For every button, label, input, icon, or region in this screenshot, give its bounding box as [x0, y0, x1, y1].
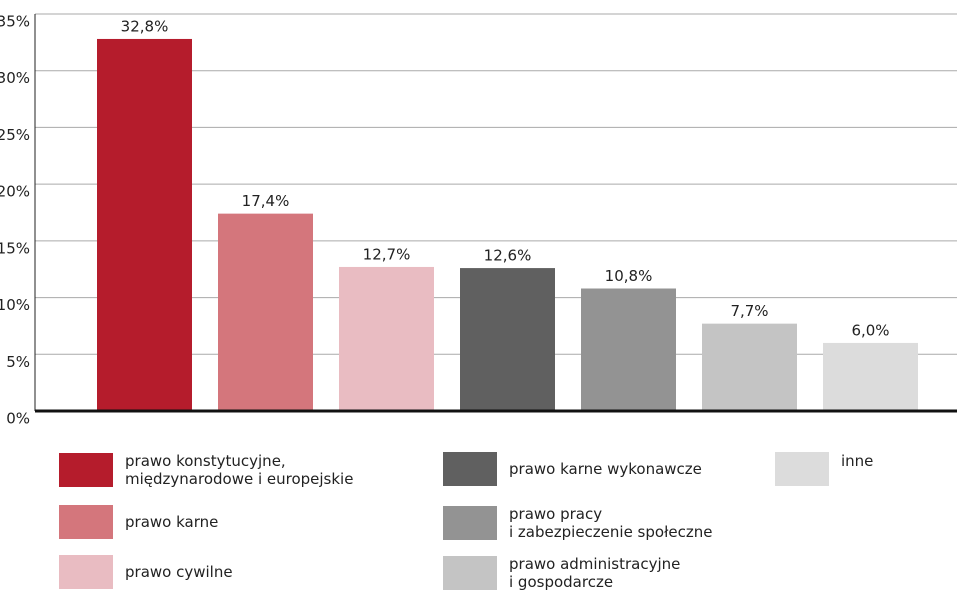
legend-label: prawo karne — [125, 513, 219, 531]
legend-swatch — [59, 453, 113, 487]
legend-swatch — [443, 556, 497, 590]
y-tick-label: 30% — [0, 69, 30, 87]
value-label: 12,6% — [484, 247, 532, 265]
legend-label: prawo cywilne — [125, 563, 233, 581]
y-tick-label: 10% — [0, 296, 30, 314]
value-label: 6,0% — [851, 321, 889, 339]
legend-swatch — [443, 506, 497, 540]
legend-item: prawo cywilne — [59, 555, 233, 589]
bar — [339, 266, 434, 411]
value-label: 7,7% — [730, 302, 768, 320]
legend-label: inne — [841, 452, 874, 470]
bar — [581, 288, 676, 411]
bar — [702, 323, 797, 411]
bar — [460, 268, 555, 411]
y-tick-label: 35% — [0, 13, 30, 31]
legend-label: prawo konstytucyjne, międzynarodowe i eu… — [125, 452, 354, 488]
legend-item: prawo karne — [59, 505, 218, 539]
legend-label: prawo administracyjne i gospodarcze — [509, 555, 681, 591]
legend-swatch — [59, 505, 113, 539]
bar — [218, 213, 313, 411]
legend-swatch — [59, 555, 113, 589]
legend-label: prawo karne wykonawcze — [509, 460, 702, 478]
y-tick-label: 5% — [6, 353, 30, 371]
legend-item: prawo administracyjne i gospodarcze — [443, 555, 680, 591]
value-label: 17,4% — [242, 192, 290, 210]
legend-swatch — [775, 452, 829, 486]
y-tick-label: 15% — [0, 239, 30, 257]
y-tick-label: 0% — [6, 410, 30, 428]
value-label: 32,8% — [121, 17, 169, 35]
value-label: 12,7% — [363, 245, 411, 263]
value-label: 10,8% — [605, 267, 653, 285]
legend-item: prawo pracy i zabezpieczenie społeczne — [443, 505, 712, 541]
legend-item: prawo konstytucyjne, międzynarodowe i eu… — [59, 452, 353, 488]
legend-label: prawo pracy i zabezpieczenie społeczne — [509, 505, 713, 541]
y-tick-label: 25% — [0, 126, 30, 144]
bar — [97, 38, 192, 411]
y-tick-label: 20% — [0, 183, 30, 201]
legend-swatch — [443, 452, 497, 486]
legend-item: inne — [775, 452, 873, 486]
bar — [823, 342, 918, 411]
legend-item: prawo karne wykonawcze — [443, 452, 702, 486]
